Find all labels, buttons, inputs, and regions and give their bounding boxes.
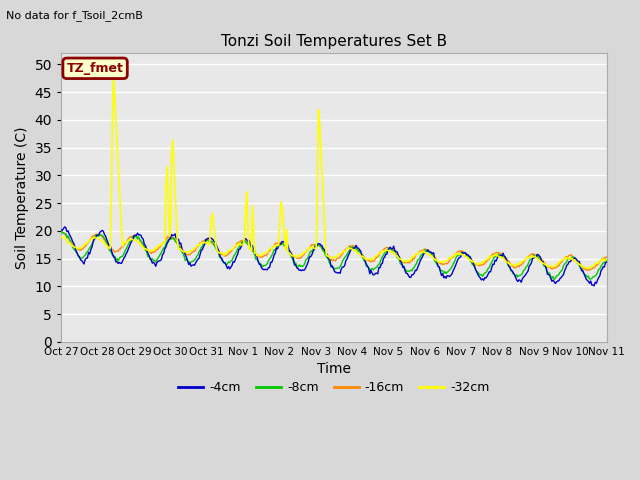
Line: -8cm: -8cm: [61, 232, 607, 279]
-8cm: [228, 257, 236, 263]
-16cm: [58, 230, 65, 236]
-4cm: [61, 224, 68, 230]
-4cm: [289, 253, 296, 259]
Text: No data for f_Tsoil_2cmB: No data for f_Tsoil_2cmB: [6, 10, 143, 21]
-8cm: [555, 272, 563, 277]
Title: Tonzi Soil Temperatures Set B: Tonzi Soil Temperatures Set B: [221, 34, 447, 49]
-32cm: [554, 261, 561, 266]
-8cm: [603, 258, 611, 264]
-8cm: [58, 229, 66, 235]
-16cm: [554, 263, 561, 269]
-8cm: [550, 276, 558, 282]
-32cm: [460, 252, 467, 257]
Legend: -4cm, -8cm, -16cm, -32cm: -4cm, -8cm, -16cm, -32cm: [173, 376, 495, 399]
-16cm: [603, 254, 611, 260]
-32cm: [390, 250, 397, 255]
-8cm: [460, 250, 467, 255]
Line: -32cm: -32cm: [61, 72, 607, 268]
-4cm: [58, 228, 65, 233]
-32cm: [364, 256, 371, 262]
Line: -4cm: -4cm: [61, 227, 607, 286]
Text: TZ_fmet: TZ_fmet: [67, 62, 124, 75]
-4cm: [554, 278, 561, 284]
-8cm: [390, 249, 397, 254]
-4cm: [364, 264, 371, 269]
-32cm: [289, 253, 296, 259]
-4cm: [390, 243, 397, 249]
X-axis label: Time: Time: [317, 362, 351, 376]
-16cm: [289, 252, 296, 258]
Line: -16cm: -16cm: [61, 232, 607, 270]
-4cm: [603, 259, 611, 265]
-32cm: [584, 265, 592, 271]
-32cm: [228, 247, 236, 252]
-32cm: [109, 69, 117, 75]
-16cm: [364, 257, 371, 263]
-16cm: [228, 248, 236, 253]
Y-axis label: Soil Temperature (C): Soil Temperature (C): [15, 126, 29, 269]
-32cm: [603, 257, 611, 263]
-16cm: [58, 229, 66, 235]
-16cm: [390, 247, 397, 253]
-8cm: [58, 229, 65, 235]
-4cm: [460, 251, 467, 256]
-32cm: [58, 234, 65, 240]
-4cm: [590, 283, 598, 289]
-8cm: [289, 256, 296, 262]
-16cm: [460, 249, 467, 254]
-8cm: [364, 264, 371, 269]
-4cm: [228, 263, 236, 268]
-16cm: [584, 267, 592, 273]
